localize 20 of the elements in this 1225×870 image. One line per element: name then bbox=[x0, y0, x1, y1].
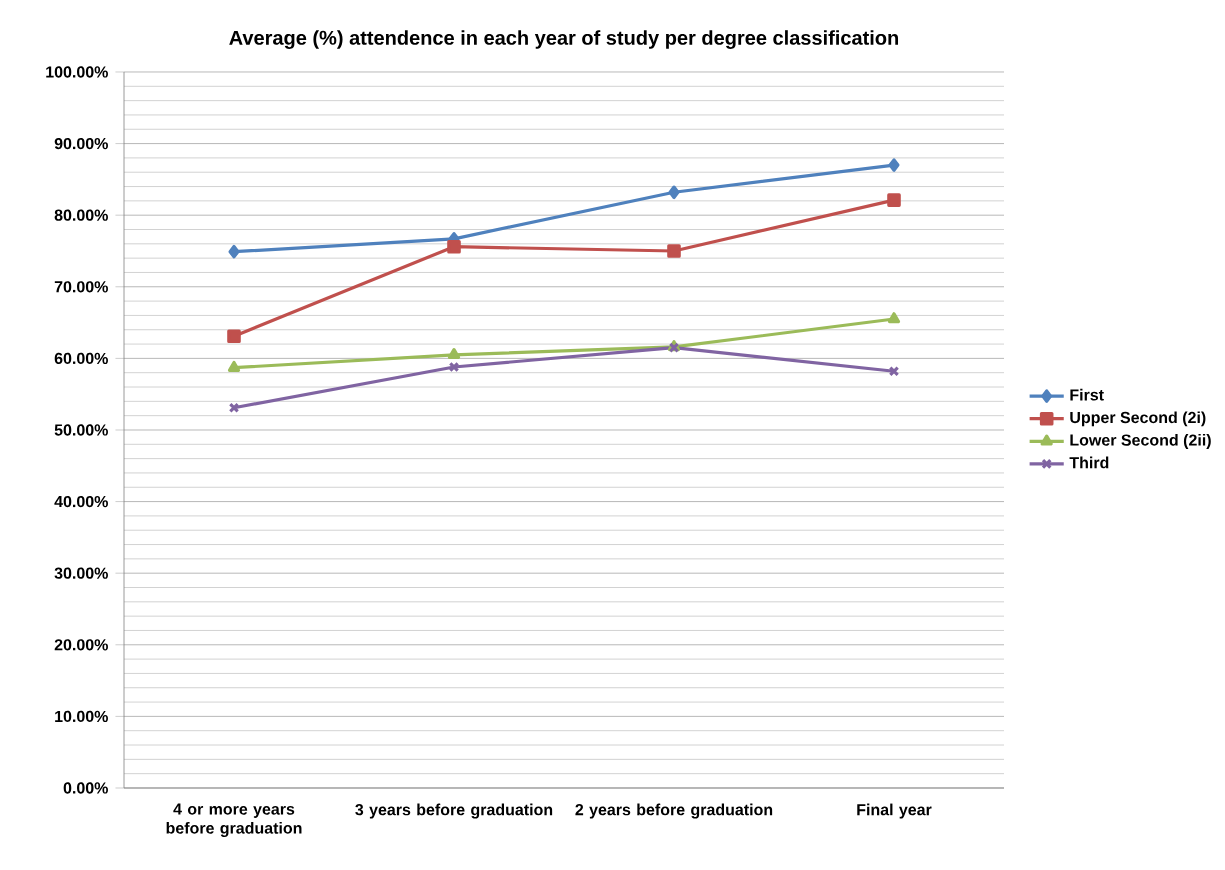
x-tick-label: 3 years before graduation bbox=[355, 803, 553, 819]
legend-label: Lower Second (2ii) bbox=[1070, 433, 1211, 449]
x-tick-label: 4 or more years before graduation bbox=[166, 803, 302, 837]
legend-label: Third bbox=[1069, 456, 1109, 469]
y-tick-label: 40.00% bbox=[54, 495, 108, 508]
y-tick-label: 70.00% bbox=[54, 281, 108, 293]
y-tick-label: 60.00% bbox=[54, 352, 108, 365]
y-tick-label: 80.00% bbox=[54, 209, 108, 221]
y-tick-label: 20.00% bbox=[54, 639, 108, 651]
y-tick-label: 50.00% bbox=[54, 424, 108, 436]
y-tick-label: 90.00% bbox=[54, 137, 108, 150]
chart-title: Average (%) attendence in each year of study per degree classification bbox=[229, 30, 899, 49]
y-tick-label: 10.00% bbox=[55, 710, 108, 723]
legend-label: First bbox=[1070, 388, 1104, 401]
y-tick-label: 0.00% bbox=[63, 782, 108, 794]
y-tick-label: 100.00% bbox=[46, 66, 108, 78]
y-tick-label: 30.00% bbox=[54, 567, 108, 579]
x-tick-label: 2 years before graduation bbox=[575, 803, 773, 819]
legend-label: Upper Second (2i) bbox=[1070, 411, 1206, 427]
x-tick-label: Final year bbox=[857, 803, 932, 819]
